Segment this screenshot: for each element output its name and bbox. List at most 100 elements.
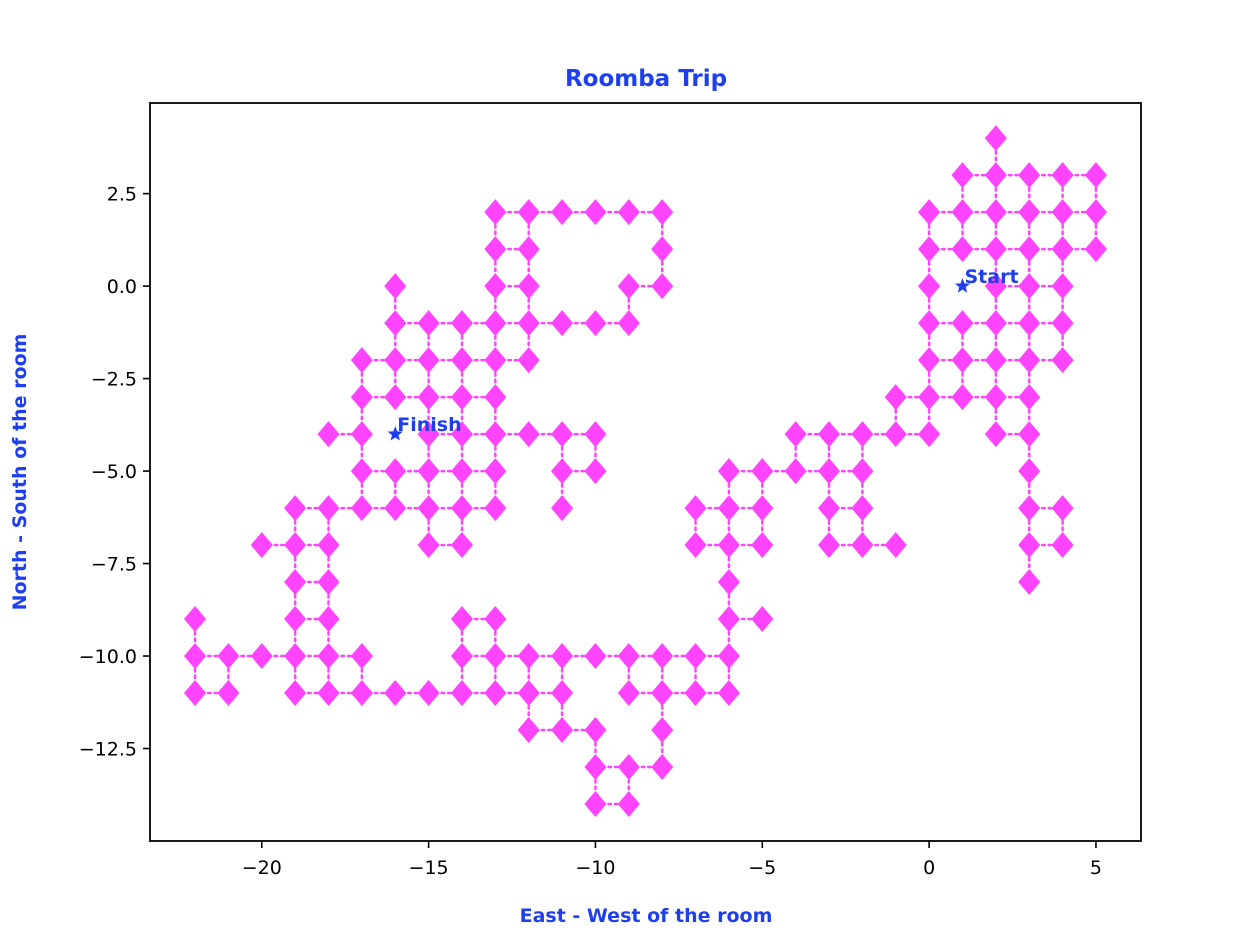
path-point-marker xyxy=(918,347,941,374)
path-point-marker xyxy=(851,532,874,559)
path-point-marker xyxy=(617,643,640,670)
path-point-marker xyxy=(584,458,607,485)
finish-label: Finish xyxy=(397,414,461,436)
path-point-marker xyxy=(350,680,373,707)
path-point-marker xyxy=(217,680,240,707)
path-point-marker xyxy=(784,421,807,448)
path-point-marker xyxy=(384,495,407,522)
path-point-marker xyxy=(1051,310,1074,337)
path-point-marker xyxy=(984,384,1007,411)
path-point-marker xyxy=(984,273,1007,300)
path-point-marker xyxy=(250,532,273,559)
x-axis-label: East - West of the room xyxy=(520,905,773,927)
path-point-marker xyxy=(1018,162,1041,189)
path-point-marker xyxy=(617,310,640,337)
path-point-marker xyxy=(951,236,974,263)
path-point-marker xyxy=(551,680,574,707)
path-point-marker xyxy=(1051,273,1074,300)
path-point-marker xyxy=(851,458,874,485)
path-point-marker xyxy=(450,606,474,633)
start-label: Start xyxy=(964,266,1018,288)
path-point-marker xyxy=(450,421,474,448)
path-point-marker xyxy=(350,384,373,411)
path-point-marker xyxy=(450,495,474,522)
path-point-marker xyxy=(484,273,507,300)
path-point-marker xyxy=(584,717,607,744)
path-point-marker xyxy=(584,199,607,226)
path-point-marker xyxy=(851,495,874,522)
path-point-marker xyxy=(417,347,440,374)
path-point-marker xyxy=(484,236,507,263)
x-tick-label: −20 xyxy=(242,857,282,879)
path-point-marker xyxy=(1084,162,1108,189)
path-point-marker xyxy=(517,643,540,670)
path-point-marker xyxy=(1018,421,1041,448)
y-tick-label: −10.0 xyxy=(79,646,137,668)
path-point-marker xyxy=(551,717,574,744)
path-point-marker xyxy=(250,643,273,670)
path-point-marker xyxy=(317,532,340,559)
path-point-marker xyxy=(384,384,407,411)
path-point-marker xyxy=(617,199,640,226)
path-point-marker xyxy=(1051,532,1074,559)
path-point-marker xyxy=(817,458,841,485)
path-point-marker xyxy=(284,495,307,522)
chart-title: Roomba Trip xyxy=(565,66,727,92)
path-point-marker xyxy=(984,347,1007,374)
path-point-marker xyxy=(183,643,207,670)
path-point-marker xyxy=(484,643,507,670)
path-point-marker xyxy=(984,236,1007,263)
path-point-marker xyxy=(284,680,307,707)
path-point-marker xyxy=(384,458,407,485)
path-point-marker xyxy=(417,384,440,411)
y-axis-label: North - South of the room xyxy=(9,334,31,611)
path-point-marker xyxy=(1018,199,1041,226)
path-point-marker xyxy=(651,680,674,707)
path-point-marker xyxy=(384,310,407,337)
plot-frame xyxy=(149,102,1142,842)
path-point-marker xyxy=(484,347,507,374)
x-tick-label: 0 xyxy=(923,857,935,879)
path-point-marker xyxy=(751,606,774,633)
path-point-marker xyxy=(817,532,841,559)
path-point-marker xyxy=(450,384,474,411)
path-point-marker xyxy=(617,680,640,707)
path-point-marker xyxy=(817,421,841,448)
path-point-marker xyxy=(717,643,740,670)
path-point-marker xyxy=(484,384,507,411)
path-point-marker xyxy=(517,273,540,300)
x-tick-label: −5 xyxy=(748,857,776,879)
path-point-marker xyxy=(651,273,674,300)
path-point-marker xyxy=(450,680,474,707)
path-point-marker xyxy=(1018,569,1041,596)
path-point-marker xyxy=(918,199,941,226)
path-point-marker xyxy=(450,458,474,485)
path-point-marker xyxy=(584,754,607,781)
path-point-marker xyxy=(1051,236,1074,263)
path-point-marker xyxy=(350,421,373,448)
path-point-marker xyxy=(317,680,340,707)
path-point-marker xyxy=(450,310,474,337)
path-point-marker xyxy=(417,495,440,522)
path-point-marker xyxy=(350,347,373,374)
path-point-marker xyxy=(984,162,1007,189)
path-point-marker xyxy=(551,199,574,226)
path-point-marker xyxy=(417,310,440,337)
path-point-marker xyxy=(1018,384,1041,411)
path-point-marker xyxy=(651,717,674,744)
path-point-marker xyxy=(484,606,507,633)
path-point-marker xyxy=(484,199,507,226)
path-point-marker xyxy=(951,347,974,374)
path-point-marker xyxy=(1018,495,1041,522)
path-point-marker xyxy=(1051,347,1074,374)
path-point-marker xyxy=(384,347,407,374)
path-point-marker xyxy=(717,569,740,596)
path-point-marker xyxy=(851,421,874,448)
path-point-marker xyxy=(317,421,340,448)
path-point-marker xyxy=(984,310,1007,337)
path-point-marker xyxy=(951,384,974,411)
path-point-marker xyxy=(684,495,707,522)
path-point-marker xyxy=(484,495,507,522)
path-point-marker xyxy=(717,495,740,522)
path-point-marker xyxy=(584,791,607,818)
